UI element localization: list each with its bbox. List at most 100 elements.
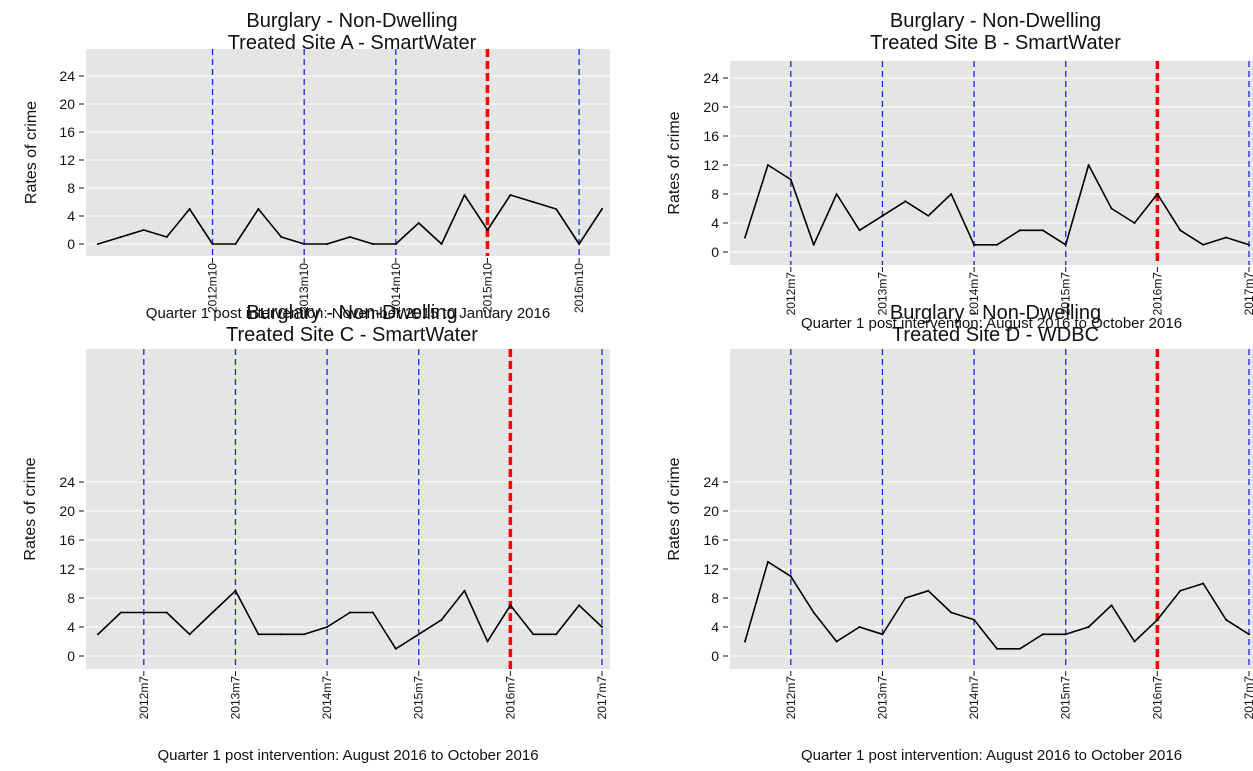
data-point bbox=[578, 604, 581, 607]
y-tick-label: 0 bbox=[67, 236, 75, 252]
chart-panel: 0 4 8 12 16 20 24 2012m10 2013m10 2014m10 2015m10 2… bbox=[23, 10, 610, 322]
data-point bbox=[326, 243, 329, 245]
data-point bbox=[1179, 229, 1182, 232]
data-point bbox=[904, 200, 907, 203]
y-tick-label: 20 bbox=[59, 503, 75, 519]
data-point bbox=[973, 618, 976, 621]
y-axis-label: Rates of crime bbox=[666, 111, 683, 214]
data-point bbox=[303, 633, 306, 636]
y-tick-label: 12 bbox=[703, 561, 719, 577]
data-point bbox=[835, 640, 838, 643]
data-point bbox=[881, 633, 884, 636]
data-point bbox=[165, 236, 168, 238]
y-tick-label: 16 bbox=[703, 532, 719, 548]
x-tick-label: 2013m7 bbox=[875, 272, 889, 316]
data-point bbox=[97, 243, 99, 245]
data-point bbox=[601, 208, 603, 210]
x-tick-label: 2014m7 bbox=[967, 676, 981, 720]
data-point bbox=[1156, 618, 1159, 621]
chart-panel: 0 4 8 12 16 20 24 2012m7 2013m7 2014m7 2015m7 2016m… bbox=[666, 302, 1253, 764]
y-tick-label: 4 bbox=[67, 619, 75, 635]
data-point bbox=[165, 611, 168, 614]
x-tick-label: 2015m7 bbox=[1059, 272, 1073, 316]
x-tick-label: 2012m7 bbox=[784, 272, 798, 316]
plot-background bbox=[730, 349, 1253, 669]
data-point bbox=[188, 633, 191, 636]
plot-background bbox=[86, 49, 610, 256]
data-point bbox=[234, 243, 237, 245]
data-point bbox=[578, 243, 581, 245]
x-tick-label: 2017m7 bbox=[1242, 676, 1253, 720]
data-point bbox=[812, 243, 815, 246]
y-axis-label: Rates of crime bbox=[23, 101, 40, 204]
data-point bbox=[394, 243, 397, 245]
y-tick-label: 24 bbox=[703, 70, 719, 86]
data-point bbox=[744, 236, 746, 239]
x-tick-label: 2016m7 bbox=[503, 676, 517, 720]
x-tick-label: 2017m7 bbox=[595, 676, 609, 720]
data-point bbox=[1202, 582, 1205, 585]
data-point bbox=[417, 222, 420, 224]
data-point bbox=[440, 243, 443, 245]
y-tick-label: 20 bbox=[703, 503, 719, 519]
data-point bbox=[601, 626, 603, 628]
chart-title: Burglary - Non-Dwelling bbox=[246, 10, 457, 32]
data-point bbox=[1087, 164, 1090, 166]
data-point bbox=[142, 611, 145, 614]
data-point bbox=[927, 589, 930, 592]
data-point bbox=[486, 229, 489, 231]
x-tick-label: 2013m7 bbox=[228, 676, 242, 720]
x-tick-label: 2015m7 bbox=[412, 676, 426, 720]
chart-title: Burglary - Non-Dwelling bbox=[246, 302, 457, 324]
chart-footnote: Quarter 1 post intervention: November 20… bbox=[146, 305, 550, 322]
data-point bbox=[1018, 647, 1021, 650]
data-point bbox=[1110, 604, 1113, 607]
x-tick-label: 2015m7 bbox=[1059, 676, 1073, 720]
data-point bbox=[858, 229, 861, 232]
data-point bbox=[555, 633, 558, 636]
x-tick-label: 2014m10 bbox=[389, 263, 403, 313]
data-point bbox=[996, 243, 998, 246]
y-tick-label: 20 bbox=[703, 99, 719, 115]
data-point bbox=[257, 208, 260, 210]
data-point bbox=[142, 229, 145, 231]
data-point bbox=[394, 647, 397, 650]
data-point bbox=[789, 178, 792, 181]
y-tick-label: 8 bbox=[711, 590, 719, 606]
data-point bbox=[1225, 618, 1228, 621]
data-point bbox=[858, 626, 861, 628]
data-point bbox=[1087, 626, 1090, 628]
data-point bbox=[555, 208, 558, 210]
y-tick-label: 24 bbox=[703, 474, 719, 490]
data-point bbox=[119, 611, 122, 614]
data-point bbox=[1248, 243, 1250, 246]
data-point bbox=[234, 589, 237, 592]
data-point bbox=[927, 214, 930, 217]
data-point bbox=[349, 611, 351, 614]
x-tick-label: 2016m10 bbox=[572, 263, 586, 313]
chart-subtitle: Treated Site C - SmartWater bbox=[226, 324, 478, 346]
data-point bbox=[371, 243, 374, 245]
data-point bbox=[97, 633, 99, 636]
x-tick-label: 2014m7 bbox=[967, 272, 981, 316]
data-point bbox=[417, 633, 420, 636]
data-point bbox=[973, 243, 976, 246]
x-tick-label: 2012m7 bbox=[137, 676, 151, 720]
data-point bbox=[996, 647, 998, 650]
x-tick-label: 2016m7 bbox=[1150, 676, 1164, 720]
y-tick-label: 4 bbox=[711, 619, 719, 635]
data-point bbox=[766, 164, 769, 166]
plot-background bbox=[86, 349, 610, 669]
data-point bbox=[881, 214, 884, 217]
y-tick-label: 16 bbox=[59, 124, 75, 140]
chart-subtitle: Treated Site D - WDBC bbox=[892, 324, 1099, 346]
data-point bbox=[1133, 640, 1136, 643]
x-tick-label: 2014m7 bbox=[320, 676, 334, 720]
y-tick-label: 16 bbox=[703, 128, 719, 144]
data-point bbox=[789, 575, 792, 578]
data-point bbox=[950, 193, 953, 195]
data-point bbox=[211, 243, 214, 245]
y-tick-label: 12 bbox=[59, 152, 75, 168]
